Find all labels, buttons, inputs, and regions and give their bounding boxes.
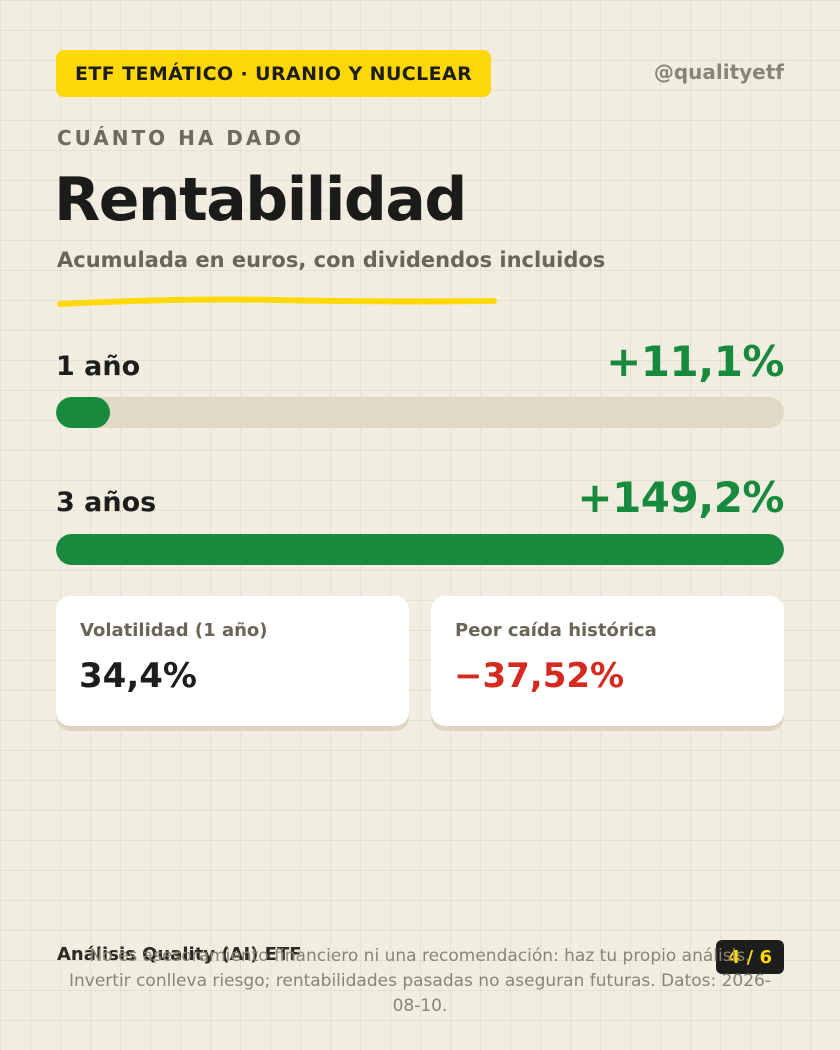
return-bar-fill-1y: [56, 397, 110, 428]
page-indicator-label: 4 / 6: [727, 946, 772, 968]
theme-tag-label: ETF TEMÁTICO · URANIO Y NUCLEAR: [75, 62, 473, 85]
return-bar-track-1y: [56, 397, 784, 428]
return-period-label: 3 años: [56, 487, 157, 518]
return-row-1y: 1 año +11,1%: [56, 332, 784, 386]
return-row-3y: 3 años +149,2%: [56, 468, 784, 522]
return-bar-track-3y: [56, 534, 784, 565]
section-eyebrow: CUÁNTO HA DADO: [57, 126, 304, 150]
return-bar-fill-3y: [56, 534, 784, 565]
account-handle: @qualityetf: [653, 60, 784, 84]
stat-value: 34,4%: [79, 656, 197, 696]
stat-label: Volatilidad (1 año): [80, 620, 268, 641]
stat-value: −37,52%: [454, 656, 625, 696]
return-value: +149,2%: [577, 473, 784, 522]
footer-brand: Análisis Quality (AI) ETF: [57, 944, 302, 965]
page-title: Rentabilidad: [54, 165, 467, 235]
return-value: +11,1%: [606, 337, 784, 386]
page-subtitle: Acumulada en euros, con dividendos inclu…: [57, 248, 606, 272]
page-indicator: 4 / 6: [715, 940, 784, 974]
theme-tag: ETF TEMÁTICO · URANIO Y NUCLEAR: [56, 50, 492, 97]
disclaimer-text: No es asesoramiento financiero ni una re…: [69, 946, 771, 1016]
stat-label: Peor caída histórica: [455, 620, 657, 641]
stat-card-volatility: Volatilidad (1 año) 34,4%: [56, 596, 409, 726]
return-period-label: 1 año: [56, 351, 141, 382]
stat-card-max-drawdown: Peor caída histórica −37,52%: [431, 596, 784, 726]
yellow-underline-stroke: [57, 296, 497, 307]
